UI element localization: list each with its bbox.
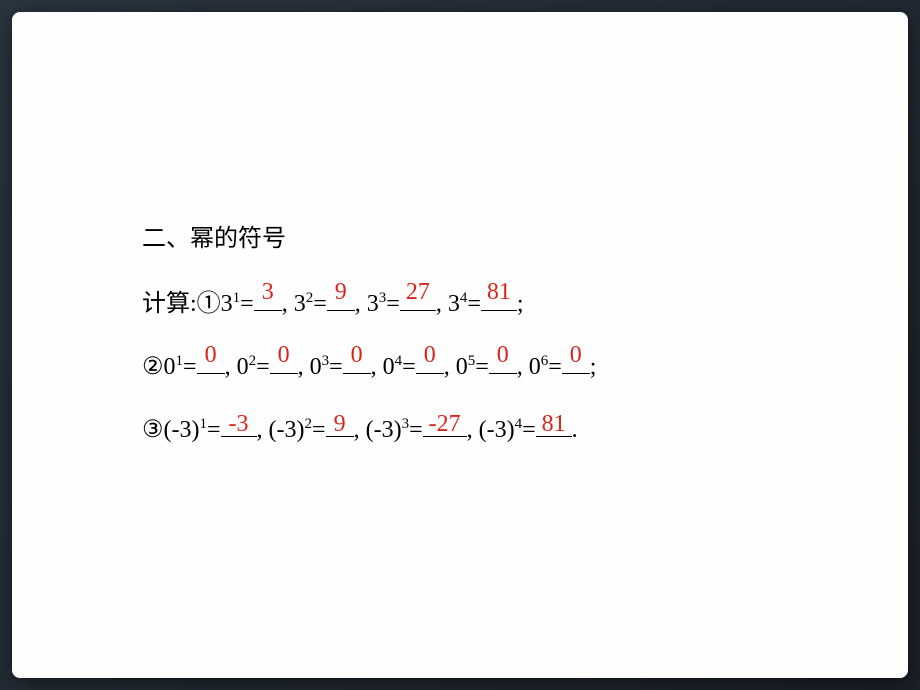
answer: 3 bbox=[262, 280, 274, 304]
row-3: ③(-3)1= -3, (-3)2= 9, (-3)3=-27, (-3)4=81. bbox=[142, 415, 908, 442]
expr: (-3)1= bbox=[164, 417, 221, 443]
sep: , bbox=[517, 354, 529, 380]
row-end: ; bbox=[590, 354, 597, 380]
answer: 0 bbox=[570, 343, 582, 367]
sep: , bbox=[444, 354, 456, 380]
circled-2: ② bbox=[142, 354, 164, 380]
blank: 0 bbox=[343, 352, 371, 374]
sep: , bbox=[282, 291, 294, 317]
blank: 3 bbox=[254, 289, 282, 311]
sep: , bbox=[371, 354, 383, 380]
expr: (-3)3= bbox=[366, 417, 423, 443]
row-2: ②01=0, 02=0, 03=0, 04=0, 05=0, 06=0; bbox=[142, 352, 908, 379]
blank: 0 bbox=[562, 352, 590, 374]
answer: 0 bbox=[424, 343, 436, 367]
answer: 81 bbox=[487, 280, 511, 304]
blank: 9 bbox=[327, 289, 355, 311]
circled-1: ① bbox=[197, 291, 221, 317]
answer: 9 bbox=[334, 412, 346, 436]
answer: 0 bbox=[351, 343, 363, 367]
answer: -3 bbox=[229, 412, 249, 436]
blank: 27 bbox=[400, 289, 436, 311]
blank: 0 bbox=[270, 352, 298, 374]
expr: 33= bbox=[367, 291, 400, 317]
expr: 05= bbox=[456, 354, 489, 380]
expr: (-3)2= bbox=[269, 417, 326, 443]
section-heading: 二、幂的符号 bbox=[142, 227, 908, 251]
expr: 06= bbox=[529, 354, 562, 380]
answer: 27 bbox=[406, 280, 430, 304]
sep: , bbox=[298, 354, 310, 380]
expr: 34= bbox=[448, 291, 481, 317]
answer: -27 bbox=[429, 412, 461, 436]
expr: 03= bbox=[310, 354, 343, 380]
answer: 9 bbox=[335, 280, 347, 304]
sep: , bbox=[354, 417, 366, 443]
sep: , bbox=[436, 291, 448, 317]
expr: 31= bbox=[221, 291, 254, 317]
blank: 81 bbox=[481, 289, 517, 311]
sep: , bbox=[257, 417, 269, 443]
blank: -3 bbox=[221, 415, 257, 437]
answer: 0 bbox=[497, 343, 509, 367]
blank: 0 bbox=[416, 352, 444, 374]
answer: 81 bbox=[542, 412, 566, 436]
expr: 32= bbox=[294, 291, 327, 317]
slide: 二、幂的符号 计算:①31=3, 32=9, 33=27, 34=81; ②01… bbox=[12, 12, 908, 678]
expr: (-3)4= bbox=[479, 417, 536, 443]
sep: , bbox=[355, 291, 367, 317]
answer: 0 bbox=[278, 343, 290, 367]
sep: , bbox=[467, 417, 479, 443]
answer: 0 bbox=[205, 343, 217, 367]
blank: 0 bbox=[197, 352, 225, 374]
blank: 81 bbox=[536, 415, 572, 437]
row-end: . bbox=[572, 417, 578, 443]
blank: 0 bbox=[489, 352, 517, 374]
circled-3: ③ bbox=[142, 417, 164, 443]
expr: 02= bbox=[237, 354, 270, 380]
expr: 04= bbox=[383, 354, 416, 380]
blank: -27 bbox=[423, 415, 467, 437]
prompt-label: 计算: bbox=[142, 291, 197, 317]
row-end: ; bbox=[517, 291, 524, 317]
row-1: 计算:①31=3, 32=9, 33=27, 34=81; bbox=[142, 289, 908, 316]
sep: , bbox=[225, 354, 237, 380]
blank: 9 bbox=[326, 415, 354, 437]
expr: 01= bbox=[164, 354, 197, 380]
